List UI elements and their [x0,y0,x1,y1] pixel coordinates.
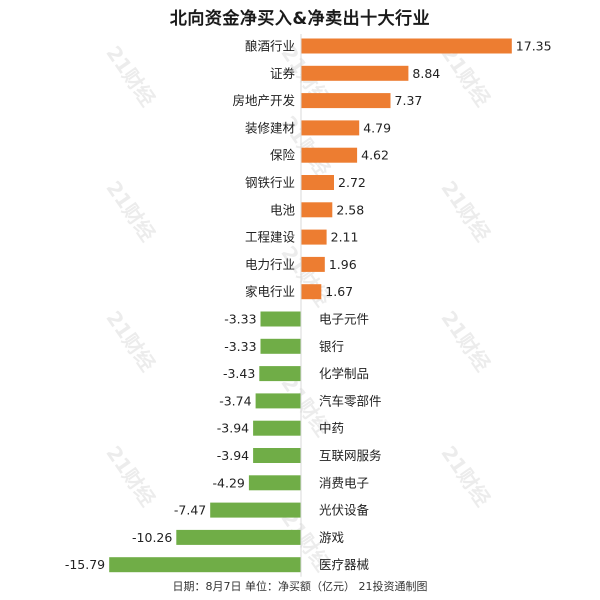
category-label: 互联网服务 [319,448,382,463]
value-label: -10.26 [132,530,172,545]
value-label: -4.29 [213,475,245,490]
category-label: 工程建设 [245,230,296,245]
bar [301,229,327,245]
category-label: 银行 [319,339,344,354]
category-label: 消费电子 [319,475,369,490]
bar [301,256,325,272]
value-label: 4.79 [363,120,391,135]
value-label: 4.62 [361,148,389,163]
watermark-text: 21财经 [101,441,160,510]
category-label: 证券 [270,66,296,81]
bar [301,284,322,300]
value-label: -3.43 [223,366,255,381]
value-label: 2.72 [338,175,366,190]
category-label: 酿酒行业 [245,39,295,54]
bar [176,529,301,545]
category-label: 游戏 [319,530,344,545]
bar [301,38,512,54]
category-label: 汽车零部件 [319,393,382,408]
bar [109,557,301,573]
bar [260,338,301,354]
watermark-text: 21财经 [101,176,160,245]
value-label: -7.47 [174,503,206,518]
category-label: 中药 [319,421,344,436]
value-label: -15.79 [65,557,105,572]
bar [255,393,301,409]
watermark-text: 21财经 [101,41,160,110]
category-label: 装修建材 [245,120,295,135]
bar [301,65,409,81]
category-label: 医疗器械 [319,557,370,572]
category-label: 电力行业 [245,257,295,272]
bar [301,120,360,136]
watermark-text: 21财经 [436,176,495,245]
watermark-text: 21财经 [276,241,335,310]
category-label: 家电行业 [245,284,295,299]
chart-footer: 日期：8月7日 单位：净买额（亿元） 21投资通制图 [172,580,428,593]
value-label: 17.35 [516,39,552,54]
chart-title: 北向资金净买入&净卖出十大行业 [169,9,431,29]
value-label: -3.74 [219,393,251,408]
category-label: 电子元件 [319,312,369,327]
bar [259,366,301,382]
category-label: 化学制品 [319,366,369,381]
bar [210,502,301,518]
bar [301,147,358,163]
watermark-text: 21财经 [436,441,495,510]
category-label: 保险 [270,148,296,163]
value-label: -3.94 [217,421,249,436]
category-label: 电池 [270,202,296,217]
value-label: 1.96 [329,257,357,272]
watermark-text: 21财经 [436,306,495,375]
category-label: 光伏设备 [319,503,370,518]
bar [301,175,334,190]
value-label: -3.33 [224,339,256,354]
category-label: 房地产开发 [232,93,295,108]
value-label: 7.37 [395,93,423,108]
value-label: 8.84 [412,66,440,81]
watermark-text: 21财经 [101,306,160,375]
bar [253,448,301,463]
value-label: 2.58 [336,202,364,217]
value-label: -3.94 [217,448,249,463]
value-label: 1.67 [325,284,353,299]
bar [301,202,333,218]
category-label: 钢铁行业 [245,175,295,190]
value-label: 2.11 [331,230,359,245]
bar [260,311,301,327]
bar [248,475,301,491]
value-label: -3.33 [224,312,256,327]
bar [301,93,391,109]
bar [253,420,301,436]
